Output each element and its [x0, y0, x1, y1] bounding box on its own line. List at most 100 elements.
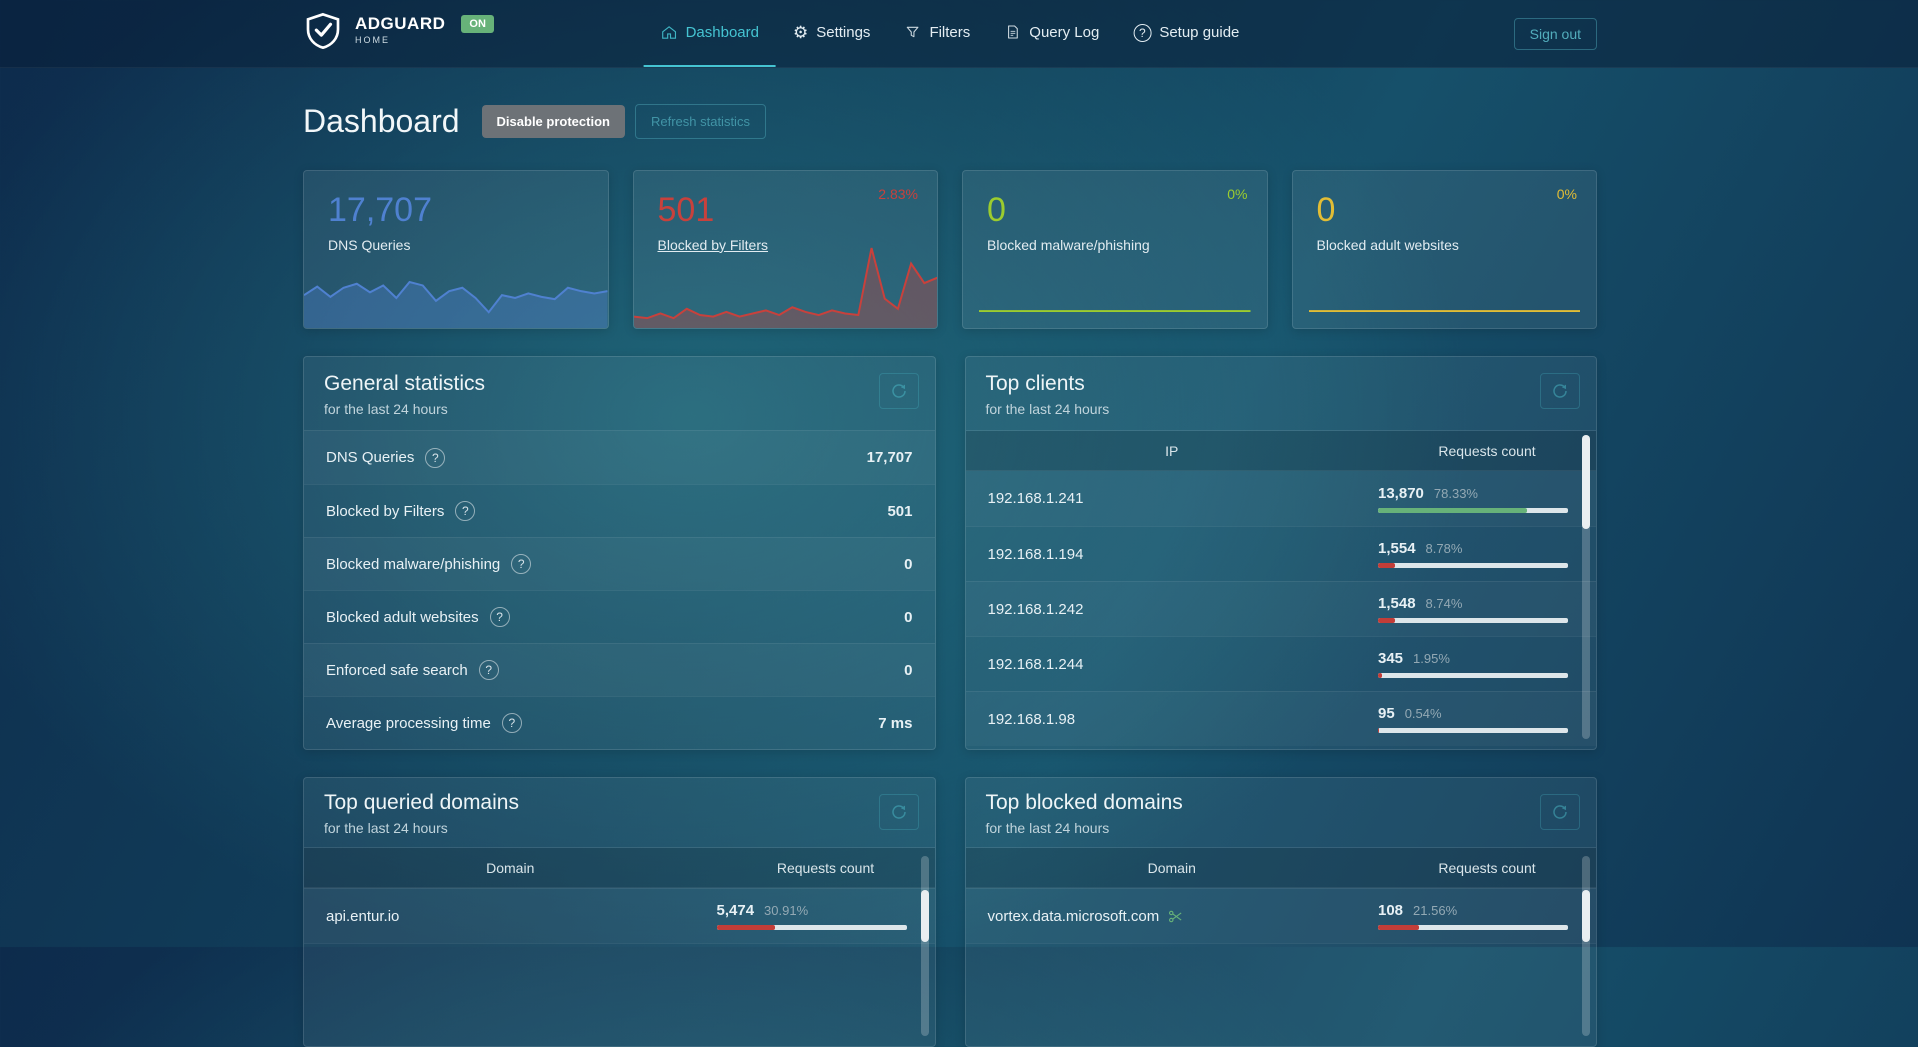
table-row: 192.168.1.244 345 1.95%: [965, 636, 1596, 691]
stat-row: Blocked by Filters? 501: [304, 484, 935, 537]
panel-subtitle: for the last 24 hours: [985, 401, 1110, 417]
filter-funnel-icon: [904, 24, 921, 41]
stat-row-label: Blocked malware/phishing: [326, 555, 501, 573]
stat-row-value: 17,707: [866, 449, 913, 466]
card-value: 0: [987, 191, 1006, 229]
card-label: Blocked malware/phishing: [987, 236, 1150, 253]
panel-title: General statistics: [324, 372, 486, 395]
page-header: Dashboard Disable protection Refresh sta…: [303, 103, 1597, 140]
top-blocked-domains-panel: Top blocked domains for the last 24 hour…: [964, 777, 1597, 1047]
top-clients-rows: 192.168.1.241 13,870 78.33% 192.168.1.194…: [965, 471, 1597, 746]
gear-icon: ⚙: [792, 23, 809, 42]
card-label: DNS Queries: [328, 236, 411, 253]
stat-row-value: 501: [887, 502, 913, 520]
table-row: [304, 943, 935, 998]
question-circle-icon[interactable]: ?: [511, 554, 532, 574]
table-row: 192.168.1.241 13,870 78.33%: [966, 471, 1597, 526]
requests-count: 1,548: [1378, 595, 1416, 612]
queried-domain[interactable]: api.entur.io: [326, 907, 400, 925]
requests-count: 5,474: [716, 902, 755, 919]
refresh-icon[interactable]: [878, 794, 919, 830]
column-header-requests: Requests count: [776, 859, 875, 876]
nav-menu: Dashboard ⚙ Settings Filters Query Log ?: [643, 0, 1257, 67]
refresh-icon[interactable]: [878, 373, 919, 409]
general-statistics-panel: General statistics for the last 24 hours…: [303, 356, 936, 750]
panel-title: Top queried domains: [324, 791, 519, 814]
brand-name: ADGUARD: [355, 14, 446, 33]
stat-row-label: Blocked adult websites: [326, 608, 479, 626]
scrollbar-thumb[interactable]: [1582, 435, 1590, 529]
scrollbar-thumb[interactable]: [1582, 890, 1590, 942]
question-circle-icon[interactable]: ?: [455, 501, 476, 521]
stat-row: Average processing time? 7 ms: [304, 696, 935, 749]
navbar: ADGUARD HOME ON Dashboard ⚙ Settings Fil…: [0, 0, 1918, 68]
stat-row: Enforced safe search? 0: [304, 643, 935, 696]
blocked-domain[interactable]: vortex.data.microsoft.com: [987, 907, 1160, 925]
nav-filters[interactable]: Filters: [887, 0, 987, 67]
home-icon: [661, 24, 678, 41]
column-header-ip: IP: [1165, 442, 1179, 459]
brand-sub: HOME: [355, 34, 390, 45]
question-circle-icon[interactable]: ?: [489, 607, 510, 627]
stat-row-label: Average processing time: [326, 714, 491, 732]
card-value: 501: [657, 191, 715, 229]
stat-row-value: 0: [904, 608, 913, 626]
nav-settings[interactable]: ⚙ Settings: [792, 23, 871, 42]
refresh-statistics-button[interactable]: Refresh statistics: [634, 104, 766, 139]
disable-protection-button[interactable]: Disable protection: [481, 105, 625, 138]
requests-percent: 8.78%: [1425, 541, 1463, 556]
client-ip[interactable]: 192.168.1.194: [987, 545, 1084, 563]
panel-subtitle: for the last 24 hours: [985, 820, 1110, 836]
blocked-adult-sparkline: [1309, 278, 1581, 312]
question-circle-icon[interactable]: ?: [478, 660, 499, 680]
nav-query-log[interactable]: Query Log: [987, 0, 1116, 67]
document-icon: [1004, 24, 1021, 41]
dns-queries-card: 17,707 DNS Queries: [303, 170, 609, 329]
requests-count: 108: [1378, 902, 1404, 919]
requests-count: 345: [1378, 650, 1404, 667]
question-circle-icon: ?: [1133, 23, 1152, 42]
requests-bar: [1378, 563, 1568, 568]
question-circle-icon[interactable]: ?: [425, 447, 446, 468]
requests-bar: [1378, 673, 1568, 678]
client-ip[interactable]: 192.168.1.244: [987, 655, 1084, 673]
top-queried-domains-panel: Top queried domains for the last 24 hour…: [303, 777, 936, 1047]
card-value: 0: [1316, 191, 1336, 229]
blocked-malware-card: 0% 0 Blocked malware/phishing: [962, 170, 1268, 329]
stat-row: Blocked adult websites? 0: [304, 590, 935, 643]
refresh-icon[interactable]: [1540, 794, 1580, 830]
nav-dashboard[interactable]: Dashboard: [643, 0, 776, 67]
brand[interactable]: ADGUARD HOME ON: [303, 9, 494, 58]
stat-row: Blocked malware/phishing? 0: [304, 537, 935, 590]
requests-percent: 30.91%: [764, 903, 809, 918]
requests-percent: 78.33%: [1433, 485, 1478, 501]
nav-setup-guide[interactable]: ? Setup guide: [1116, 0, 1256, 67]
card-percent: 0%: [1227, 186, 1248, 202]
blocked-by-filters-link[interactable]: Blocked by Filters: [657, 236, 768, 253]
requests-percent: 1.95%: [1413, 651, 1450, 666]
requests-percent: 8.74%: [1425, 596, 1463, 611]
sign-out-button[interactable]: Sign out: [1513, 17, 1597, 50]
refresh-icon[interactable]: [1540, 373, 1580, 409]
client-ip[interactable]: 192.168.1.98: [987, 710, 1076, 728]
requests-bar: [716, 925, 907, 930]
client-ip[interactable]: 192.168.1.241: [987, 490, 1084, 507]
card-label: Blocked adult websites: [1316, 236, 1459, 253]
scissors-filter-icon: [1167, 908, 1184, 925]
requests-bar: [1378, 728, 1568, 733]
column-header-domain: Domain: [1147, 859, 1196, 876]
stat-row-value: 7 ms: [878, 714, 913, 732]
scrollbar-thumb[interactable]: [920, 890, 929, 942]
dns-queries-sparkline: [304, 268, 608, 328]
general-statistics-rows: DNS Queries? 17,707 Blocked by Filters? …: [304, 431, 935, 749]
page-title: Dashboard: [303, 103, 460, 139]
stat-row-label: DNS Queries: [326, 449, 415, 466]
table-header: IP Requests count: [965, 431, 1596, 471]
panel-title: Top clients: [985, 372, 1085, 395]
stat-cards-row: 17,707 DNS Queries 2.83% 501 Blocked by …: [303, 170, 1597, 329]
table-row: [965, 943, 1596, 998]
client-ip[interactable]: 192.168.1.242: [987, 600, 1084, 618]
column-header-requests: Requests count: [1438, 442, 1536, 459]
requests-bar: [1378, 925, 1568, 930]
question-circle-icon[interactable]: ?: [501, 713, 522, 733]
